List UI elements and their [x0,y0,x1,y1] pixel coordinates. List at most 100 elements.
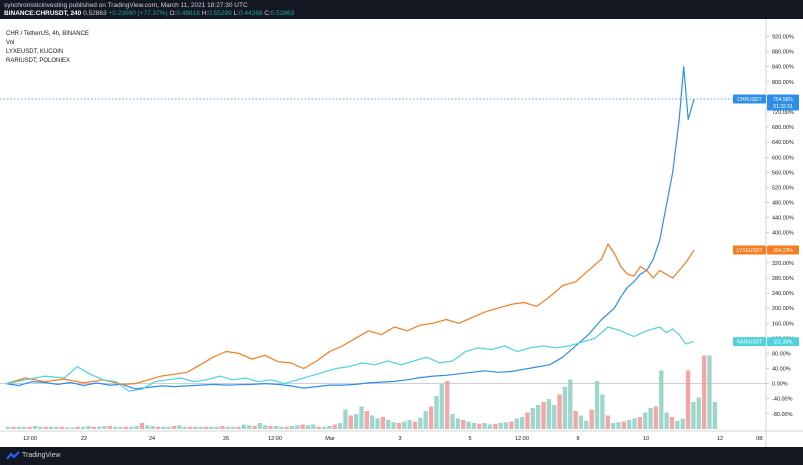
last-value-label: 111.39% [774,339,794,345]
volume-bar [273,426,279,429]
volume-bar [466,421,471,429]
x-tick-label: 12:00 [268,436,282,442]
volume-bar [461,420,466,429]
volume-bar [685,370,691,429]
volume-bar [6,426,11,429]
volume-bar [391,422,396,429]
volume-bar [386,420,391,429]
tradingview-brand[interactable]: TradingView [22,452,61,459]
volume-pane [6,355,717,429]
volume-bar [568,379,573,429]
volume-bar [578,415,584,429]
volume-bar [626,420,632,429]
volume-bar [80,426,86,429]
volume-bar [188,426,193,429]
legend-rari-series[interactable]: RARIUSDT, POLONIEX [6,58,70,64]
series-name-label: RARIUSDT [737,339,763,345]
legend: CHR / TetherUS, 4h, BINANCE Vol LYXEUSDT… [6,31,89,64]
time-scale: 12:00 22 24 26 12:00 Mar 3 5 12:00 8 10 12 08: [23,436,764,442]
y-tick-label: 40.00% [772,367,791,373]
volume-bar [311,424,316,429]
volume-bar [225,426,230,429]
y-tick-label: 560.00% [772,170,794,176]
x-tick-label: 5 [468,436,471,442]
volume-bar [348,415,353,429]
volume-bar [450,414,455,429]
tradingview-logo-icon[interactable] [6,451,20,461]
x-tick-label: 26 [223,436,229,442]
symbol-line: BINANCE:CHRUSDT, 240 0.52863 +0.23060 (+… [4,10,294,18]
volume-bar [161,426,166,429]
volume-bar [289,426,295,429]
volume-bar [423,411,428,429]
volume-bar [220,426,225,429]
x-tick-label: 12:00 [23,436,37,442]
volume-bar [236,426,241,429]
price-chart[interactable]: -80.00%-40.00%0.00%40.00%80.00%120.00%16… [0,19,803,447]
volume-bar [139,423,145,429]
volume-bar [701,355,707,429]
legend-lyxe-series[interactable]: LYXEUSDT, KUCOIN [6,49,63,55]
publisher-line: synchronisticinvesting published on Trad… [4,2,248,9]
volume-bar [643,412,648,429]
volume-bar [118,426,123,429]
volume-bar [295,425,300,429]
y-tick-label: 240.00% [772,291,794,297]
x-tick-label: 24 [149,436,155,442]
volume-bar [514,418,519,429]
volume-bar [38,426,43,429]
y-tick-label: 320.00% [772,261,794,267]
volume-bar [305,425,311,429]
volume-bar [380,417,386,429]
symbol-name[interactable]: BINANCE:CHRUSDT, 240 [4,10,82,17]
last-value-label: 754.56% [773,97,793,103]
volume-bar [43,426,48,429]
last-value-label: 354.23% [773,248,793,254]
volume-bar [113,426,118,429]
volume-bar [546,399,552,429]
volume-bar [541,402,546,429]
series-line-chrusdt [5,66,695,390]
last-value-labels: CHRUSDT 754.56%01:32:31 LYXEUSDT 354.23% RAR… [733,94,799,347]
y-tick-label: 0.00% [772,382,788,388]
volume-bar [343,409,348,429]
y-tick-label: 280.00% [772,276,794,282]
y-tick-label: -80.00% [772,412,793,418]
volume-bar [171,426,177,429]
volume-bar [332,424,337,429]
volume-bar [535,405,541,429]
volume-bar [86,426,91,429]
y-tick-label: 880.00% [772,50,794,56]
ohlc-open-value: 0.49818 [176,10,200,17]
volume-bar [214,426,220,429]
volume-bar [11,426,16,429]
volume-bar [605,415,610,429]
legend-main-series[interactable]: CHR / TetherUS, 4h, BINANCE [6,31,89,37]
volume-bar [653,406,659,429]
volume-bar [16,426,22,429]
volume-bar [675,420,680,429]
volume-bar [584,420,589,429]
volume-bar [444,381,450,429]
x-tick-label: 10 [643,436,649,442]
y-tick-label: 680.00% [772,125,794,131]
volume-bar [252,426,257,429]
volume-bar [209,426,214,429]
volume-bar [75,426,80,429]
legend-volume[interactable]: Vol [6,40,14,46]
volume-bar [428,406,434,429]
footer-bar: TradingView [0,447,803,465]
last-value-label-bg [767,337,799,347]
volume-bar [487,424,493,429]
y-tick-label: 600.00% [772,155,794,161]
volume-bar [182,426,188,429]
volume-bar [509,421,514,429]
volume-bar [150,426,155,429]
series-name-label-bg [733,337,766,347]
volume-bar [241,424,246,429]
series-line-rariusdt [5,326,695,392]
y-tick-label: 80.00% [772,351,791,357]
volume-bar [230,426,236,429]
volume-bar [59,426,64,429]
volume-bar [375,418,380,429]
